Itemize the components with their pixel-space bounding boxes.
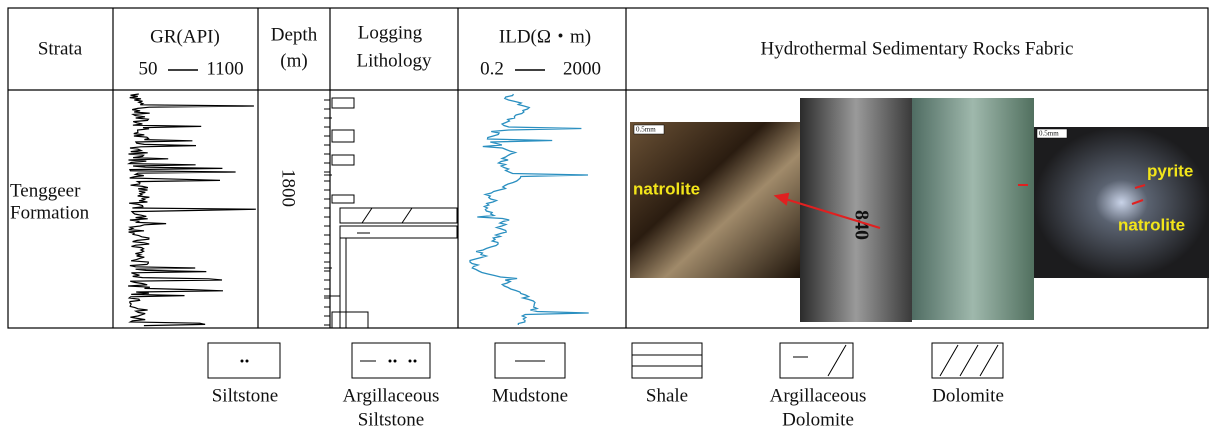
figure: Strata GR(API) 50 1100 Depth (m) Logging… [0,0,1209,431]
depth-mark: 1800 [278,169,299,207]
scale-bar: 0.5mm [1039,130,1059,138]
lithology-title: Lithology [357,50,432,71]
depth-ticks [324,100,330,325]
gr-title: GR(API) [150,26,220,47]
depth-title: Depth [271,24,318,45]
gr-curve [128,94,256,326]
lithology-column [324,98,457,328]
photo-thin-section [630,122,800,278]
legend [208,343,1003,378]
ild-title: ILD(Ω・m) [499,26,591,47]
mineral-label: natrolite [633,179,700,198]
legend-label: Argillaceous [770,385,867,406]
page: {"header": {"strata": "Strata", "gr_titl… [0,0,1209,431]
legend-label: Mudstone [492,385,568,406]
ild-max: 2000 [563,58,601,79]
legend-label: Siltstone [358,409,425,430]
legend-labels: Siltstone Argillaceous Siltstone Mudstone Sh… [212,385,1004,430]
legend-label: Dolomite [782,409,854,430]
formation-label: Formation [10,202,90,223]
header-strata: Strata [38,38,83,59]
lithology-title: Logging [358,22,423,43]
photo-core [912,98,1034,320]
scale-bar: 0.5mm [636,126,656,134]
legend-label: Argillaceous [343,385,440,406]
legend-label: Siltstone [212,385,279,406]
legend-label: Dolomite [932,385,1004,406]
header: Strata GR(API) 50 1100 Depth (m) Logging… [38,22,1074,79]
depth-unit: (m) [280,50,307,71]
gr-max: 1100 [206,58,243,79]
gr-min: 50 [139,58,158,79]
formation-label: Tenggeer [10,180,81,201]
mineral-label: pyrite [1147,161,1193,180]
mineral-label: natrolite [1118,215,1185,234]
fabric-title: Hydrothermal Sedimentary Rocks Fabric [761,38,1074,59]
ild-min: 0.2 [480,58,504,79]
ild-curve [470,94,589,325]
photo-thin-section [1034,127,1209,278]
formation: Tenggeer Formation 1800 [10,169,299,223]
legend-label: Shale [646,385,688,406]
photos: 0.5mm natrolite 840 0.5mm pyrite natroli… [630,98,1209,322]
